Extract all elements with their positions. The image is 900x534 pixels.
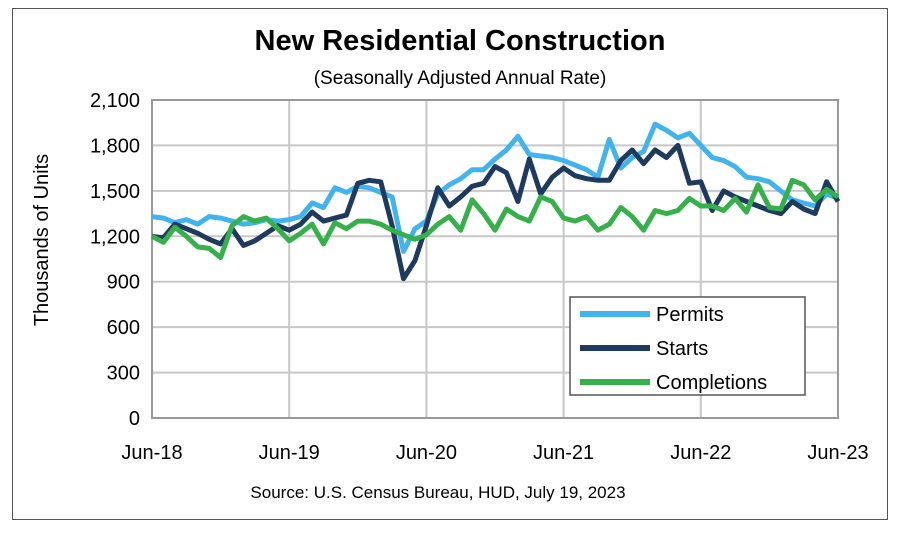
source-note: Source: U.S. Census Bureau, HUD, July 19… <box>250 483 625 502</box>
chart-title: New Residential Construction <box>255 25 666 57</box>
legend-label-permits: Permits <box>656 304 724 326</box>
y-tick-label: 1,500 <box>90 181 140 203</box>
y-tick-label: 900 <box>107 272 140 294</box>
x-tick-label: Jun-22 <box>670 442 731 464</box>
y-axis-label: Thousands of Units <box>31 154 53 326</box>
y-tick-label: 1,200 <box>90 226 140 248</box>
x-tick-label: Jun-21 <box>533 442 594 464</box>
x-tick-label: Jun-23 <box>807 442 868 464</box>
y-tick-label: 300 <box>107 363 140 385</box>
chart-frame <box>12 8 888 520</box>
legend: Permits Starts Completions <box>569 296 806 396</box>
y-tick-label: 2,100 <box>90 90 140 112</box>
legend-label-starts: Starts <box>656 338 708 360</box>
x-tick-label: Jun-18 <box>121 442 182 464</box>
y-tick-label: 1,800 <box>90 135 140 157</box>
chart-subtitle: (Seasonally Adjusted Annual Rate) <box>314 68 607 89</box>
legend-label-completions: Completions <box>656 372 767 394</box>
y-tick-label: 0 <box>129 408 140 430</box>
x-tick-label: Jun-20 <box>396 442 457 464</box>
series-line-starts <box>151 142 841 282</box>
series-line-completions <box>150 177 840 260</box>
plot-border <box>151 99 839 419</box>
y-tick-label: 600 <box>107 317 140 339</box>
x-tick-label: Jun-19 <box>259 442 320 464</box>
